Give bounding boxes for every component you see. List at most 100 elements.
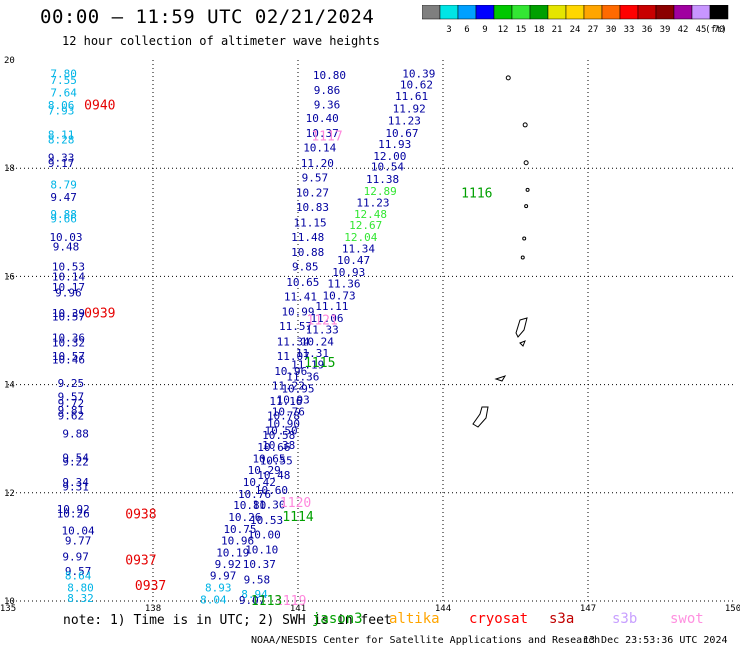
swh-value: 9.57 [65, 565, 92, 578]
swh-value: 10.80 [313, 69, 346, 82]
swh-value: 10.37 [243, 558, 276, 571]
swh-value: 10.14 [52, 270, 85, 283]
swh-value: 9.88 [62, 427, 89, 440]
swh-value: 7.64 [50, 86, 77, 99]
island-icon [522, 236, 527, 241]
credit-line: NOAA/NESDIS Center for Satellite Applica… [251, 635, 601, 646]
swh-value: 10.39 [52, 307, 85, 320]
legend-label: 6 [464, 25, 469, 35]
swh-value: 8.32 [67, 592, 94, 605]
pass-time-label: 1121 [307, 314, 338, 329]
swh-value: 10.80 [233, 499, 266, 512]
legend-label: 36 [642, 25, 653, 35]
swh-value: 10.83 [296, 201, 329, 214]
swh-value: 9.07 [239, 594, 266, 607]
x-tick-label: 138 [145, 604, 161, 614]
swh-value: 10.65 [252, 453, 285, 466]
swh-value: 10.27 [296, 187, 329, 200]
legend-label: 15 [516, 25, 527, 35]
swh-value: 9.25 [58, 377, 85, 390]
swh-value: 10.50 [265, 425, 298, 438]
island-icon [519, 340, 526, 347]
pass-time-label: 0938 [125, 507, 156, 522]
swh-value: 9.31 [62, 480, 89, 493]
swh-value: 11.16 [269, 395, 302, 408]
legend-label: 70 [714, 25, 725, 35]
x-tick-label: 150 [725, 604, 740, 614]
swh-value: 7.55 [50, 74, 77, 87]
swh-value: 10.48 [257, 469, 290, 482]
swh-value: 10.53 [52, 261, 85, 274]
swh-value: 9.22 [62, 455, 89, 468]
island-icon [520, 255, 525, 260]
chart-title: 00:00 – 11:59 UTC 02/21/2024 [40, 6, 375, 28]
legend-label: 21 [552, 25, 563, 35]
swh-value: 10.47 [337, 254, 370, 267]
island-icon [523, 160, 529, 166]
pass-time-label: 1115 [304, 356, 335, 371]
swh-value: 8.28 [48, 134, 75, 147]
swh-value: 11.15 [294, 216, 327, 229]
y-tick-label: 14 [4, 381, 15, 391]
legend-label: 39 [660, 25, 671, 35]
legend-label: 24 [570, 25, 581, 35]
swh-value: 9.97 [210, 570, 237, 583]
swh-value: 10.17 [52, 281, 85, 294]
swh-value: 9.57 [302, 171, 329, 184]
swh-value: 10.39 [402, 68, 435, 81]
swh-value: 10.66 [257, 441, 290, 454]
legend-label: 42 [678, 25, 689, 35]
x-tick-label: 147 [580, 604, 596, 614]
swh-value: 11.20 [301, 157, 334, 170]
satellite-s3a: s3a [549, 611, 575, 627]
swh-value: 10.24 [301, 335, 334, 348]
pass-time-label: 0937 [125, 553, 156, 568]
swh-value: 8.11 [48, 129, 75, 142]
swh-value: 10.53 [250, 514, 283, 527]
swh-value: 9.92 [215, 558, 242, 571]
satellite-cryosat: cryosat [469, 611, 529, 627]
island-icon [524, 204, 529, 209]
swh-value: 10.26 [228, 511, 261, 524]
x-tick-label: 141 [290, 604, 306, 614]
swh-value: 11.57 [279, 320, 312, 333]
swh-value: 10.60 [255, 484, 288, 497]
swh-value: 11.36 [286, 370, 319, 383]
legend-label: 9 [482, 25, 487, 35]
swh-value: 10.42 [243, 476, 276, 489]
swh-value: 11.23 [356, 196, 389, 209]
color-legend: 3 6 9 12 15 18 21 24 27 30 33 36 39 42 45 70(ft) [422, 5, 729, 35]
swh-value: 9.57 [58, 391, 85, 404]
swh-value: 9.17 [48, 157, 75, 170]
swh-value: 9.62 [58, 409, 85, 422]
swh-value: 12.04 [344, 231, 377, 244]
swh-value: 10.75 [223, 523, 256, 536]
swh-value: 8.80 [67, 581, 94, 594]
swh-value: 11.33 [306, 323, 339, 336]
swh-value: 9.54 [62, 452, 89, 465]
swh-value: 11.34 [342, 242, 375, 255]
island-icon [505, 75, 511, 81]
swh-value: 11.92 [393, 103, 426, 116]
swh-value: 10.88 [291, 246, 324, 259]
coastline [472, 75, 530, 428]
swh-value: 10.10 [245, 544, 278, 557]
satellite-jason3: jason3 [312, 611, 363, 627]
swh-value: 10.65 [286, 276, 319, 289]
pass-time-label: 1114 [282, 510, 313, 525]
swh-value: 9.96 [55, 287, 82, 300]
swh-value: 11.11 [315, 300, 348, 313]
legend-label: 33 [624, 25, 635, 35]
y-tick-label: 12 [4, 489, 15, 499]
legend-label: 27 [588, 25, 599, 35]
swh-value: 11.61 [395, 90, 428, 103]
legend-label: 3 [446, 25, 451, 35]
swh-value: 11.48 [291, 231, 324, 244]
pass-time-label: 1120 [280, 496, 311, 511]
swh-value: 8.06 [48, 99, 75, 112]
swh-value: 10.76 [238, 488, 271, 501]
pass-time-label: 0937 [135, 579, 166, 594]
swh-value: 10.76 [272, 406, 305, 419]
swh-value: 10.78 [267, 409, 300, 422]
swh-value: 11.30 [252, 499, 285, 512]
